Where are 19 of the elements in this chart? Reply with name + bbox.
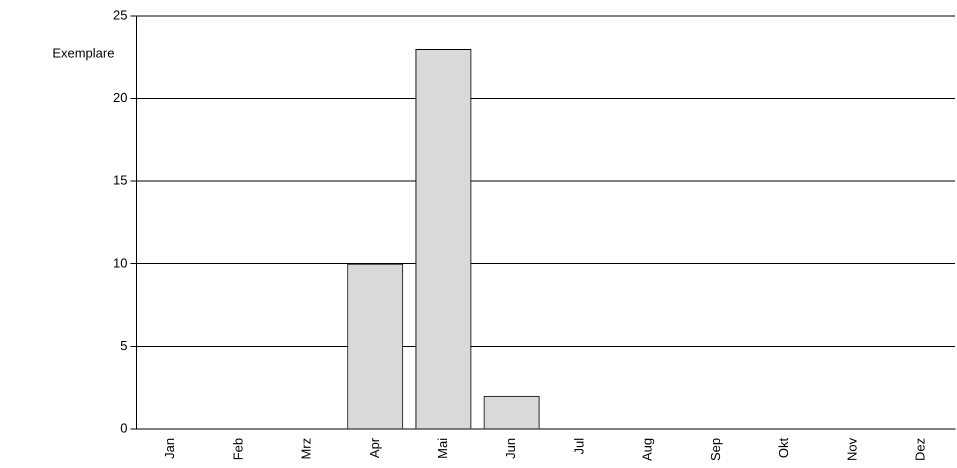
x-tick-label: Feb [230,438,246,460]
y-tick-label: 10 [112,255,128,270]
y-tick-label: 5 [120,338,128,353]
y-tick-label: 15 [112,172,128,188]
x-tick-label: Mrz [298,438,314,460]
y-tick-label: 25 [112,8,128,23]
x-tick-label: Sep [708,438,723,462]
x-tick-label: Mai [434,438,450,459]
y-tick-label: 0 [120,420,128,436]
x-tick-label: Jul [571,438,586,454]
x-tick-label: Okt [776,437,792,458]
x-tick-label: Dez [912,438,928,461]
x-tick-label: Jan [162,438,178,459]
x-tick-label: Apr [366,437,382,458]
y-tick-label: 20 [112,90,128,106]
x-tick-label: Nov [844,437,860,461]
x-tick-label: Aug [640,438,655,462]
y-axis-title: Exemplare [52,46,114,61]
x-tick-label: Jun [503,438,518,459]
